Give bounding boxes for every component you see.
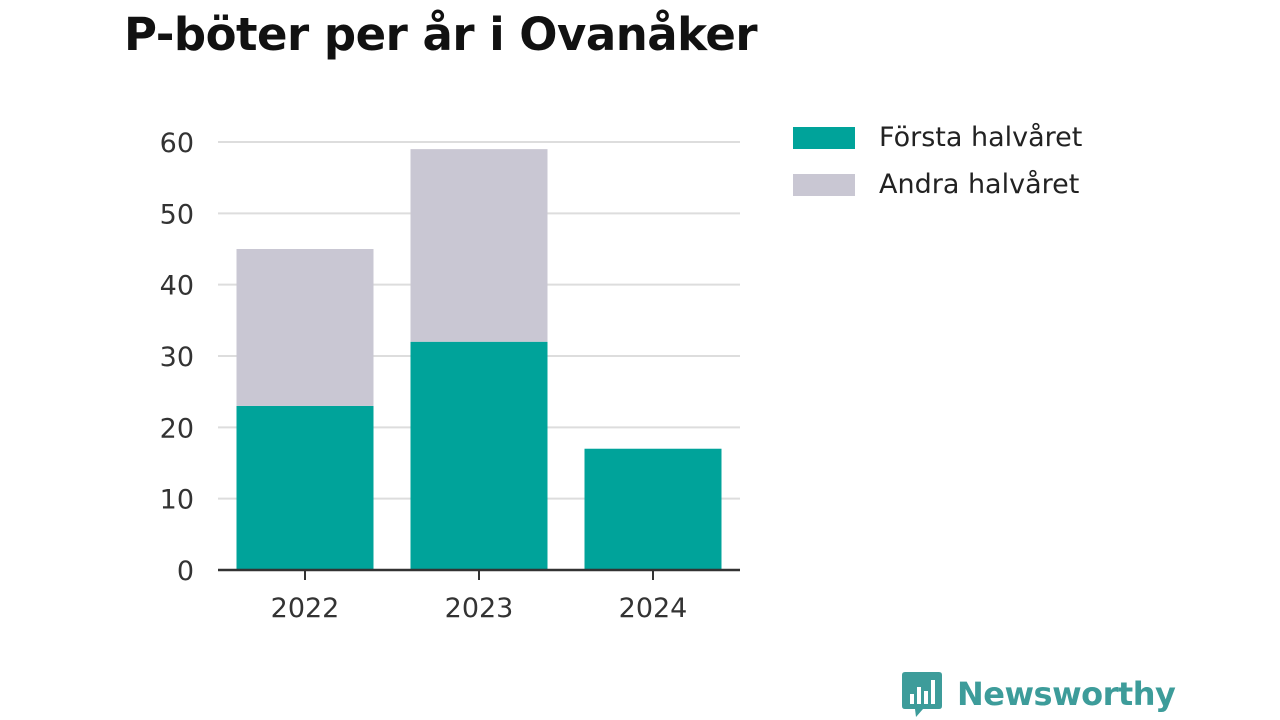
legend-label-second-half: Andra halvåret: [879, 169, 1080, 200]
x-tick-label-2024: 2024: [619, 593, 688, 624]
brand-logo: Newsworthy: [901, 670, 1176, 718]
legend-item-first-half: Första halvåret: [793, 114, 1082, 161]
y-tick-label-20: 20: [160, 413, 194, 444]
bar-2024-series-0: [584, 448, 722, 570]
newsworthy-logo-icon: [902, 672, 942, 717]
chart-title: P-böter per år i Ovanåker: [124, 8, 758, 61]
brand-name: Newsworthy: [957, 675, 1176, 713]
axes: 0 10 20 30 40 50 60 2022 2023 2024: [160, 128, 740, 624]
y-tick-label-40: 40: [160, 271, 194, 302]
legend-swatch-first-half: [793, 126, 855, 149]
x-tick-label-2022: 2022: [271, 593, 340, 624]
legend-label-first-half: Första halvåret: [879, 122, 1083, 153]
y-tick-label-50: 50: [160, 199, 194, 230]
y-tick-label-30: 30: [160, 342, 194, 373]
bars: [236, 149, 722, 570]
x-tick-label-2023: 2023: [445, 593, 514, 624]
legend-swatch-second-half: [793, 173, 855, 196]
legend-item-second-half: Andra halvåret: [793, 161, 1082, 208]
legend: Första halvåret Andra halvåret: [793, 114, 1082, 208]
y-tick-label-10: 10: [160, 485, 194, 516]
bar-2022-series-0: [236, 405, 374, 570]
y-tick-label-0: 0: [177, 556, 194, 587]
y-tick-label-60: 60: [160, 128, 194, 159]
bar-2023-series-1: [410, 149, 548, 342]
bar-2023-series-0: [410, 341, 548, 570]
bar-2022-series-1: [236, 249, 374, 406]
